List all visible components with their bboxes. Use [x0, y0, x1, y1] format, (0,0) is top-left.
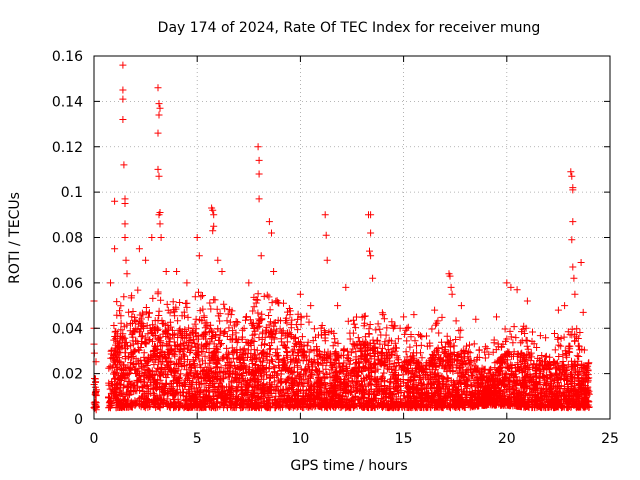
chart-title: Day 174 of 2024, Rate Of TEC Index for r… — [158, 20, 541, 36]
y-tick-label: 0.16 — [52, 49, 83, 65]
y-tick-label: 0.08 — [52, 231, 83, 247]
y-tick-label: 0.12 — [52, 140, 83, 156]
y-tick-label: 0 — [74, 412, 83, 428]
grid-lines — [94, 56, 610, 419]
axis-ticks: 0 5 10 15 20 25 0 0.02 0.04 0.06 0.08 0.1 0.12 0.14 0.… — [52, 49, 619, 447]
x-tick-label: 25 — [601, 431, 619, 447]
y-tick-label: 0.1 — [61, 185, 83, 201]
y-tick-label: 0.02 — [52, 367, 83, 383]
x-axis-label: GPS time / hours — [290, 458, 407, 474]
x-tick-label: 20 — [498, 431, 516, 447]
x-tick-label: 15 — [395, 431, 413, 447]
y-tick-label: 0.06 — [52, 276, 83, 292]
data-points — [90, 61, 593, 414]
x-tick-label: 5 — [193, 431, 202, 447]
y-tick-label: 0.04 — [52, 321, 83, 337]
y-axis-label: ROTI / TECUs — [7, 192, 23, 284]
roti-markers — [90, 61, 593, 414]
y-tick-label: 0.14 — [52, 94, 83, 110]
x-tick-label: 0 — [90, 431, 99, 447]
x-tick-label: 10 — [291, 431, 309, 447]
